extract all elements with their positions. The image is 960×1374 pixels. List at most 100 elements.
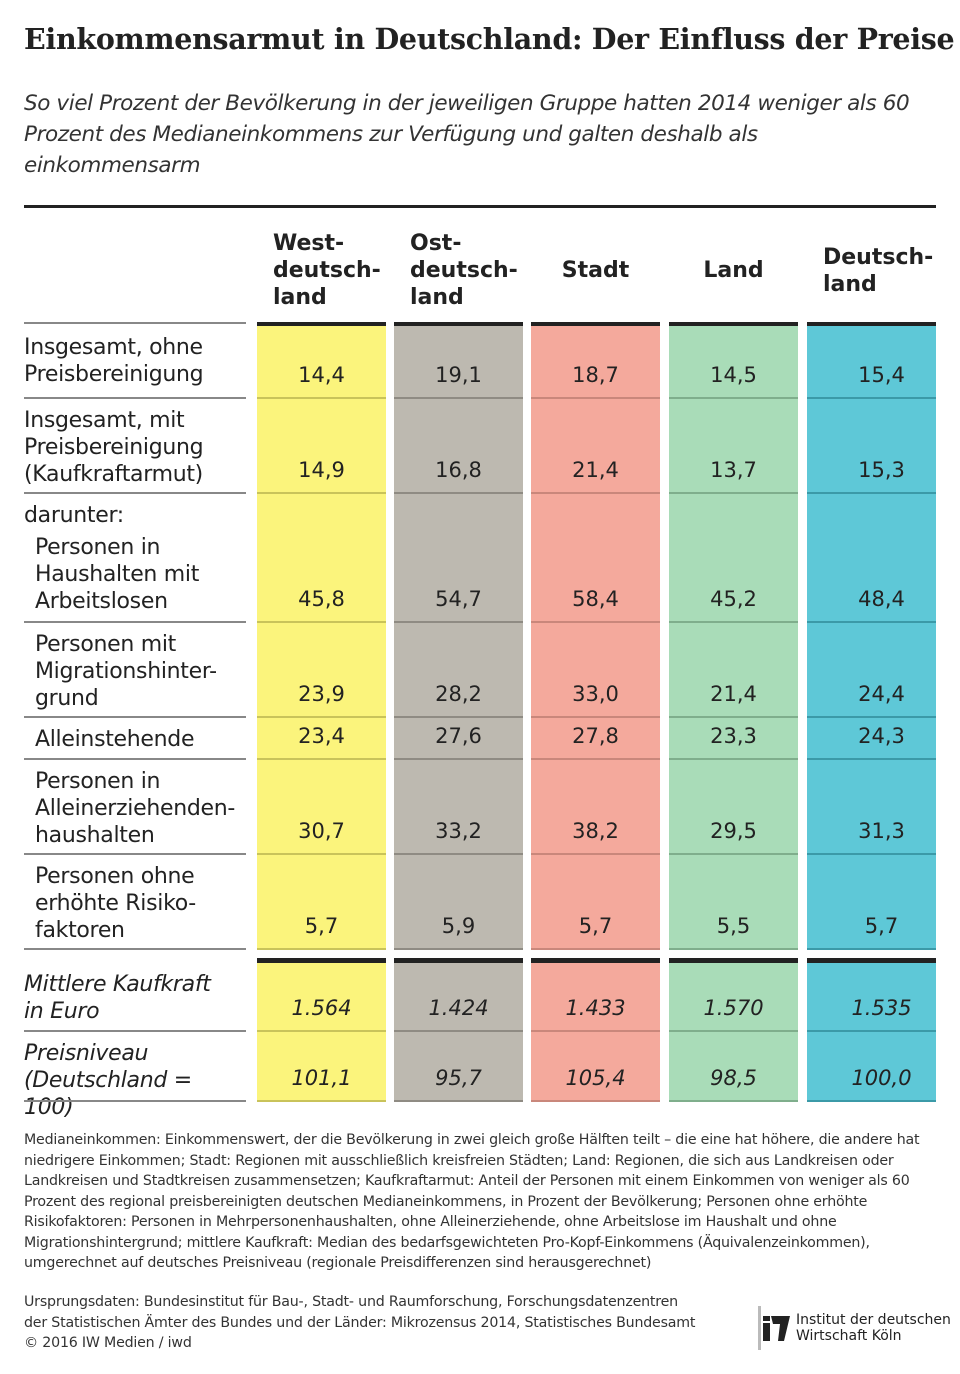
table-cell-value: 48,4 bbox=[858, 587, 905, 611]
column-section-rule bbox=[807, 958, 936, 963]
row-separator bbox=[807, 853, 936, 855]
table-cell-value: 27,6 bbox=[435, 724, 482, 748]
column-fill bbox=[669, 326, 798, 948]
row-label: Personen in Alleinerziehenden- haushalte… bbox=[35, 769, 236, 848]
row-label-separator bbox=[24, 1100, 246, 1102]
row-separator bbox=[531, 758, 660, 760]
row-label: Insgesamt, mit Preisbereinigung (Kaufkra… bbox=[24, 408, 204, 487]
row-separator bbox=[807, 1030, 936, 1032]
row-separator bbox=[394, 621, 523, 623]
row-separator bbox=[531, 1100, 660, 1102]
row-separator bbox=[531, 397, 660, 399]
table-cell-value: 1.433 bbox=[565, 996, 626, 1020]
row-label-separator bbox=[24, 492, 246, 494]
table-cell-value: 95,7 bbox=[435, 1066, 482, 1090]
column-header-rule bbox=[394, 322, 523, 326]
table-cell-value: 14,4 bbox=[298, 363, 345, 387]
row-separator bbox=[257, 758, 386, 760]
row-separator bbox=[807, 716, 936, 718]
table-cell-value: 5,9 bbox=[441, 914, 476, 938]
row-label-separator bbox=[24, 758, 246, 760]
row-label-separator bbox=[24, 716, 246, 718]
table-cell-value: 33,0 bbox=[572, 682, 619, 706]
table-cell-value: 1.535 bbox=[851, 996, 912, 1020]
row-label-separator bbox=[24, 1030, 246, 1032]
table-cell-value: 14,5 bbox=[710, 363, 757, 387]
table-cell-value: 13,7 bbox=[710, 458, 757, 482]
row-separator bbox=[531, 492, 660, 494]
row-separator bbox=[807, 621, 936, 623]
table-cell-value: 5,7 bbox=[864, 914, 899, 938]
row-separator bbox=[394, 853, 523, 855]
table-cell-value: 29,5 bbox=[710, 819, 757, 843]
row-label: Personen in Haushalten mit Arbeitslosen bbox=[35, 535, 200, 614]
row-label-separator bbox=[24, 621, 246, 623]
table-cell-value: 1.564 bbox=[291, 996, 352, 1020]
column-section-rule bbox=[669, 958, 798, 963]
row-label: Alleinstehende bbox=[35, 727, 195, 752]
source-note: Ursprungsdaten: Bundesinstitut für Bau-,… bbox=[24, 1294, 696, 1351]
table-cell-value: 1.570 bbox=[703, 996, 764, 1020]
row-separator bbox=[807, 1100, 936, 1102]
row-separator bbox=[531, 853, 660, 855]
column-fill bbox=[531, 326, 660, 948]
row-label: Personen mit Migrationshinter- grund bbox=[35, 632, 217, 711]
row-separator bbox=[807, 397, 936, 399]
table-cell-value: 54,7 bbox=[435, 587, 482, 611]
row-separator bbox=[394, 492, 523, 494]
column-fill bbox=[807, 326, 936, 948]
table-cell-value: 30,7 bbox=[298, 819, 345, 843]
row-separator bbox=[257, 621, 386, 623]
row-separator bbox=[257, 716, 386, 718]
table-cell-value: 24,3 bbox=[858, 724, 905, 748]
row-separator bbox=[257, 397, 386, 399]
row-separator bbox=[531, 621, 660, 623]
row-separator bbox=[669, 1100, 798, 1102]
table-cell-value: 21,4 bbox=[710, 682, 757, 706]
column-section-rule bbox=[531, 958, 660, 963]
row-separator bbox=[394, 1100, 523, 1102]
row-separator bbox=[669, 621, 798, 623]
table-cell-value: 19,1 bbox=[435, 363, 482, 387]
table-cell-value: 5,7 bbox=[578, 914, 613, 938]
row-label: Preisniveau (Deutschland = 100) bbox=[24, 1041, 192, 1120]
table-cell-value: 16,8 bbox=[435, 458, 482, 482]
table-cell-value: 27,8 bbox=[572, 724, 619, 748]
table-cell-value: 23,3 bbox=[710, 724, 757, 748]
row-separator bbox=[531, 948, 660, 950]
column-header: Deutsch- land bbox=[823, 245, 934, 297]
iw-logo-mark bbox=[758, 1306, 790, 1350]
row-label-separator bbox=[24, 948, 246, 950]
column-fill bbox=[394, 326, 523, 948]
column-fill bbox=[257, 326, 386, 948]
column-header: Stadt bbox=[561, 258, 630, 283]
table-cell-value: 58,4 bbox=[572, 587, 619, 611]
row-label: Mittlere Kaufkraft in Euro bbox=[24, 972, 211, 1024]
row-separator bbox=[394, 948, 523, 950]
table-cell-value: 101,1 bbox=[291, 1066, 352, 1090]
row-label-separator bbox=[24, 397, 246, 399]
table-cell-value: 105,4 bbox=[565, 1066, 626, 1090]
row-separator bbox=[257, 948, 386, 950]
row-label-separator bbox=[24, 853, 246, 855]
column-header-rule bbox=[807, 322, 936, 326]
table-cell-value: 45,2 bbox=[710, 587, 757, 611]
table-cell-value: 18,7 bbox=[572, 363, 619, 387]
table-cell-value: 33,2 bbox=[435, 819, 482, 843]
table-cell-value: 23,4 bbox=[298, 724, 345, 748]
table-cell-value: 98,5 bbox=[710, 1066, 757, 1090]
table-cell-value: 14,9 bbox=[298, 458, 345, 482]
logo-text: Institut der deutschen Wirtschaft Köln bbox=[796, 1312, 951, 1344]
column-header: Land bbox=[703, 258, 764, 283]
row-separator bbox=[394, 1030, 523, 1032]
table-cell-value: 28,2 bbox=[435, 682, 482, 706]
column-header-rule bbox=[669, 322, 798, 326]
row-separator bbox=[394, 716, 523, 718]
row-separator bbox=[669, 492, 798, 494]
subtitle: So viel Prozent der Bevölkerung in der j… bbox=[24, 91, 910, 178]
row-separator bbox=[531, 1030, 660, 1032]
row-separator bbox=[257, 492, 386, 494]
table-cell-value: 15,3 bbox=[858, 458, 905, 482]
column-section-rule bbox=[257, 958, 386, 963]
